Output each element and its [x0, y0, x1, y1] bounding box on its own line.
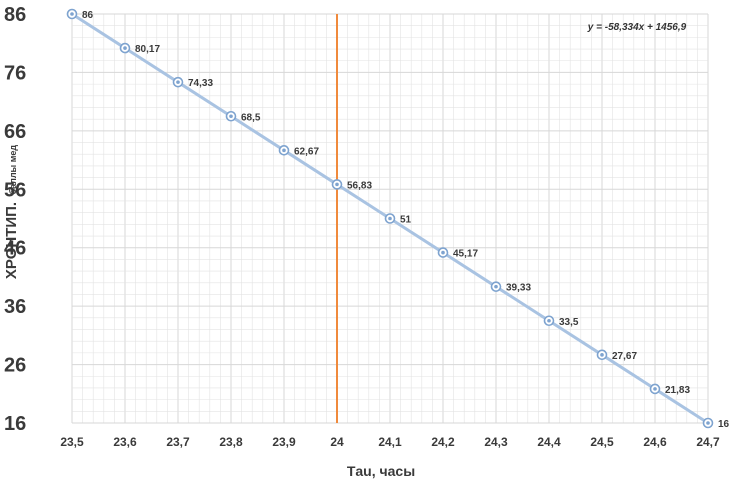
trendline-equation: y = -58,334x + 1456,9	[587, 22, 687, 33]
data-point-center	[494, 284, 498, 289]
data-point-center	[70, 12, 74, 16]
x-tick-label: 23,6	[113, 435, 137, 449]
data-label: 68,5	[241, 112, 261, 123]
x-tick-label: 23,5	[60, 435, 84, 449]
x-tick-label: 23,9	[272, 435, 296, 449]
x-tick-label: 24,3	[484, 435, 508, 449]
data-label: 74,33	[188, 78, 213, 89]
x-tick-label: 24,1	[378, 435, 402, 449]
y-tick-label: 16	[4, 413, 26, 435]
y-tick-label: 86	[4, 4, 26, 26]
y-axis-title-sub: баллы мед	[8, 145, 18, 195]
data-point-center	[176, 80, 180, 84]
data-point-center	[706, 421, 710, 425]
y-axis-title-main: ХРОНТИП.	[3, 202, 20, 279]
x-tick-label: 24	[330, 435, 344, 449]
data-label: 16	[718, 419, 730, 430]
data-label: 27,67	[612, 351, 637, 362]
data-label: 56,83	[347, 180, 372, 191]
y-axis-title: ХРОНТИП. баллы мед	[3, 145, 20, 280]
y-tick-label: 76	[4, 62, 26, 84]
x-tick-label: 24,4	[537, 435, 561, 449]
x-tick-label: 24,5	[590, 435, 614, 449]
data-points	[66, 8, 714, 429]
data-label: 39,33	[506, 283, 531, 294]
data-point-center	[282, 148, 286, 153]
data-label: 33,5	[559, 317, 579, 328]
grid	[71, 13, 709, 424]
data-label: 21,83	[665, 385, 690, 396]
data-point-center	[229, 114, 233, 119]
data-point-center	[547, 318, 551, 323]
x-tick-label: 24,2	[431, 435, 455, 449]
y-tick-label: 56	[4, 179, 26, 201]
x-tick-label: 23,7	[166, 435, 190, 449]
x-tick-label: 24,7	[696, 435, 720, 449]
y-tick-label: 36	[4, 296, 26, 318]
x-axis-title: Тau, часы	[347, 463, 415, 479]
y-tick-label: 66	[4, 121, 26, 143]
x-tick-label: 23,8	[219, 435, 243, 449]
data-label: 51	[400, 215, 412, 226]
data-point-center	[441, 250, 445, 255]
data-label: 45,17	[453, 249, 478, 260]
y-tick-label: 26	[4, 355, 26, 377]
data-label: 80,17	[135, 44, 160, 55]
data-point-center	[335, 182, 339, 187]
data-label: 62,67	[294, 146, 319, 157]
data-label: 86	[82, 10, 94, 21]
y-axis-ticks: 16 26 36 46 56 66 76 86	[4, 4, 26, 435]
x-axis-ticks: 23,5 23,6 23,7 23,8 23,9 24 24,1 24,2 24,3 24,4 24…	[60, 435, 720, 449]
data-point-center	[123, 46, 127, 50]
data-point-center	[653, 387, 657, 391]
data-labels: 86 80,17 74,33 68,5 62,67 56,83 51 45,17 39,33 33…	[82, 10, 730, 430]
data-point-center	[600, 353, 604, 357]
x-tick-label: 24,6	[643, 435, 667, 449]
y-tick-label: 46	[4, 238, 26, 260]
data-point-center	[388, 216, 392, 221]
